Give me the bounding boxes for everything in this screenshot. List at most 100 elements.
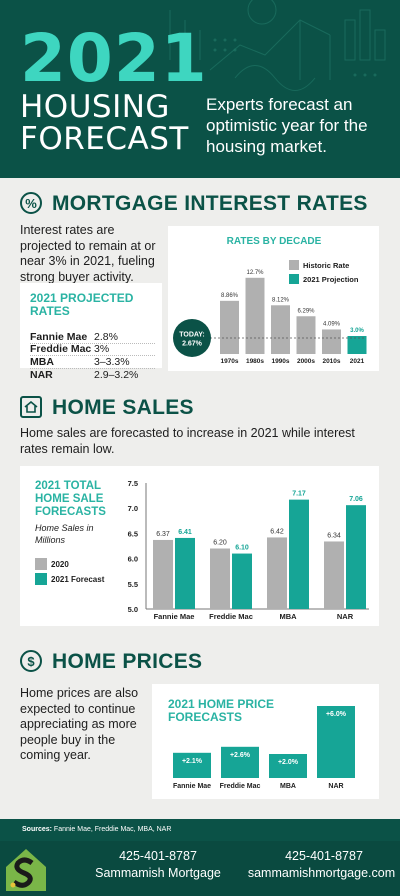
x-tick-label: 1980s (246, 358, 264, 365)
header-decoration (169, 0, 386, 91)
rates-by-decade-chart: RATES BY DECADE Historic Rate 2021 Project… (173, 236, 367, 365)
x-tick-label: MBA (279, 612, 297, 621)
y-tick-label: 5.0 (128, 605, 138, 614)
percent-icon: % (20, 192, 42, 214)
bar (289, 499, 309, 609)
bar (347, 336, 367, 354)
bar (210, 548, 230, 609)
bar (296, 316, 316, 354)
legend-label-1: 2021 Projection (303, 275, 359, 284)
bar (220, 300, 239, 354)
data-label: 6.42 (270, 528, 284, 535)
data-label: 7.17 (292, 491, 306, 498)
home-prices-body-text: Home prices are also expected to continu… (20, 686, 139, 762)
x-tick-label: NAR (337, 612, 354, 621)
bar (232, 553, 252, 609)
bar (245, 277, 265, 354)
data-label: +2.0% (278, 759, 299, 766)
header-banner: 2021 HOUSING FORECAST Experts forecast a… (0, 0, 400, 178)
lender-name: Fannie Mae (30, 330, 88, 343)
today-label: TODAY: (179, 331, 205, 338)
data-label: 3.0% (350, 328, 364, 334)
x-tick-label: 2000s (297, 358, 315, 365)
header-title-line2: FORECAST (20, 121, 189, 157)
x-tick-label: Freddie Mac (220, 783, 261, 790)
data-label: 12.7% (246, 270, 264, 276)
header-tagline: Experts forecast an optimistic year for … (206, 95, 368, 156)
company-logo-icon (6, 849, 46, 891)
projected-rates-table: Fannie Mae 2.8% Freddie Mac 3% MBA 3–3.3% N… (30, 331, 155, 381)
bar (153, 539, 173, 609)
data-label: 8.12% (272, 297, 290, 303)
x-tick-label: 1990s (271, 358, 289, 365)
legend-swatch-0 (289, 260, 299, 270)
lender-name: Freddie Mac (30, 343, 92, 356)
legend-swatch-1 (289, 274, 299, 284)
y-tick-label: 5.5 (128, 580, 138, 589)
x-tick-label: 2010s (322, 358, 340, 365)
data-label: 6.29% (297, 308, 315, 314)
phone-link-left[interactable]: 425-401-8787 (119, 849, 197, 863)
data-label: 6.10 (235, 545, 249, 552)
y-tick-label: 6.0 (128, 555, 138, 564)
rate-value: 3% (94, 343, 110, 356)
bar (346, 505, 366, 609)
home-sales-body-text: Home sales are forecasted to increase in… (20, 426, 355, 456)
sources-label: Sources: (22, 826, 52, 833)
bar (317, 706, 355, 778)
legend-label-2021: 2021 Forecast (51, 575, 105, 584)
phone-link-right[interactable]: 425-401-8787 (285, 849, 363, 863)
chart-title: RATES BY DECADE (227, 236, 322, 247)
legend-label-2020: 2020 (51, 560, 69, 569)
projected-rate-row: Freddie Mac 3% (30, 343, 155, 356)
website-link[interactable]: sammamishmortgage.com (247, 866, 396, 880)
header-title-line1: HOUSING (20, 89, 170, 125)
home-prices-card: 2021 HOME PRICE FORECASTS +2.1% Fannie Ma… (152, 684, 379, 799)
home-sales-section-title: HOME SALES (52, 396, 194, 419)
lender-name: MBA (30, 355, 54, 368)
mortgage-section-title: MORTGAGE INTEREST RATES (52, 192, 368, 215)
bar (271, 305, 290, 354)
home-prices-section-title: HOME PRICES (52, 650, 203, 673)
data-label: 8.86% (221, 293, 239, 299)
data-label: 6.37 (156, 531, 170, 538)
legend-swatch-2020 (35, 558, 47, 570)
bar (175, 537, 195, 609)
bar (322, 329, 341, 354)
data-label: 6.34 (327, 532, 341, 539)
data-label: +2.1% (182, 758, 203, 765)
projected-rate-row: MBA 3–3.3% (30, 356, 155, 369)
rate-value: 2.8% (94, 330, 118, 343)
home-sales-chart: 7.5 7.0 6.5 6.0 5.5 5.0 6.37 6.41 Fannie Mae 6.20… (128, 479, 369, 621)
data-label: +2.6% (230, 752, 251, 759)
projected-rate-row: NAR 2.9–3.2% (30, 369, 155, 382)
bar (173, 752, 211, 778)
x-tick-label: Fannie Mae (154, 612, 195, 621)
x-tick-label: Fannie Mae (173, 783, 211, 790)
today-badge (173, 318, 211, 357)
bar (221, 746, 259, 778)
legend-label-0: Historic Rate (303, 261, 349, 270)
bar (269, 754, 307, 778)
mortgage-body-text: Interest rates are projected to remain a… (20, 223, 156, 284)
bar (267, 537, 287, 609)
footer: 425-401-8787 Sammamish Mortgage 425-401-… (0, 841, 400, 896)
home-sales-chart-title: 2021 TOTAL HOME SALE FORECASTS (35, 480, 106, 518)
rate-value: 2.9–3.2% (94, 368, 139, 381)
sources-bar: Sources: Fannie Mae, Freddie Mac, MBA, N… (0, 819, 400, 841)
house-glyph (24, 401, 38, 413)
y-tick-label: 6.5 (128, 529, 138, 538)
house-icon (20, 396, 42, 418)
home-sales-card: 2021 TOTAL HOME SALE FORECASTS Home Sale… (20, 466, 379, 626)
rates-by-decade-card: RATES BY DECADE Historic Rate 2021 Project… (168, 226, 379, 371)
x-tick-label: NAR (328, 783, 343, 790)
data-label: +6.0% (326, 711, 347, 718)
projected-rates-card: 2021 PROJECTED RATES Fannie Mae 2.8% Fred… (20, 283, 162, 381)
home-sales-chart-subtitle: Home Sales in Millions (35, 523, 94, 545)
projected-rates-title: 2021 PROJECTED RATES (30, 291, 134, 318)
bar (324, 541, 344, 609)
sources-text: Fannie Mae, Freddie Mac, MBA, NAR (53, 826, 172, 833)
legend-swatch-2021 (35, 573, 47, 585)
x-tick-label: Freddie Mac (209, 612, 253, 621)
